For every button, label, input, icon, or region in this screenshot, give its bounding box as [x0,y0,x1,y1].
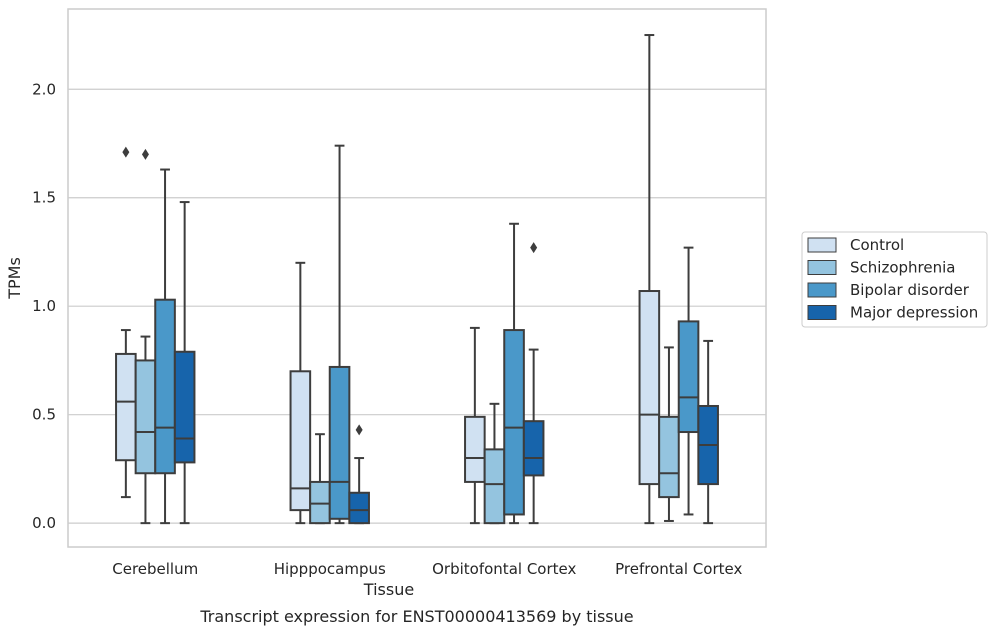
box-iqr [522,420,545,477]
y-tick-label: 2.0 [32,80,56,98]
chart-caption: Transcript expression for ENST0000041356… [199,607,633,626]
y-axis-label: TPMs [5,257,24,300]
x-tick-label: Orbitofontal Cortex [432,560,576,578]
plot-frame [67,8,767,548]
box-control [464,326,486,525]
box-iqr [503,329,525,516]
x-tick-label: Hipppocampus [274,560,386,578]
box-bipolar-disorder [503,222,525,525]
box-iqr [173,350,196,464]
box-iqr [483,448,506,525]
box-schizophrenia [134,148,157,525]
box-iqr [134,359,157,475]
legend-swatch [807,305,837,320]
box-iqr [638,290,661,486]
x-tick-labels: Cerebellum Hipppocampus Orbitofontal Corte… [112,560,742,578]
outlier-point [355,424,363,436]
box-control [115,146,137,499]
box-bipolar-disorder [328,144,351,525]
legend-label: Control [850,236,904,254]
box-schizophrenia [309,433,331,525]
legend-frame [801,231,988,328]
x-tick-label: Prefrontal Cortex [615,560,742,578]
legend-label: Schizophrenia [850,259,955,277]
box-major-depression [348,424,370,525]
legend-swatch [807,282,837,298]
y-tick-label: 0.5 [32,406,56,424]
box-iqr [658,415,680,499]
box-schizophrenia [658,346,680,522]
box-iqr [464,415,486,483]
box-control [289,261,312,525]
box-plots [115,34,719,525]
legend-label: Bipolar disorder [850,281,970,299]
x-axis-label: Tissue [363,580,414,599]
outlier-point [141,148,149,160]
box-major-depression [697,339,719,525]
y-tick-labels: 0.0 0.5 1.0 1.5 2.0 [32,80,56,532]
box-iqr [115,352,137,462]
box-bipolar-disorder [677,246,700,516]
outlier-point [122,146,130,158]
legend-swatch [807,260,837,275]
box-major-depression [173,201,196,525]
outlier-point [530,242,538,254]
y-tick-label: 1.0 [32,297,56,315]
legend: Control Schizophrenia Bipolar disorder Majo… [801,231,988,328]
box-iqr [289,370,312,512]
box-iqr [328,365,351,520]
box-major-depression [522,242,545,525]
box-iqr [348,491,370,525]
box-iqr [309,480,331,525]
box-iqr [154,298,176,475]
legend-label: Major depression [850,304,978,322]
x-tick-label: Cerebellum [112,560,198,578]
box-bipolar-disorder [154,168,176,525]
y-tick-label: 1.5 [32,189,56,207]
box-schizophrenia [483,402,506,525]
box-iqr [677,320,700,434]
legend-swatch [807,237,837,253]
box-control [638,34,661,525]
y-tick-label: 0.0 [32,514,56,532]
